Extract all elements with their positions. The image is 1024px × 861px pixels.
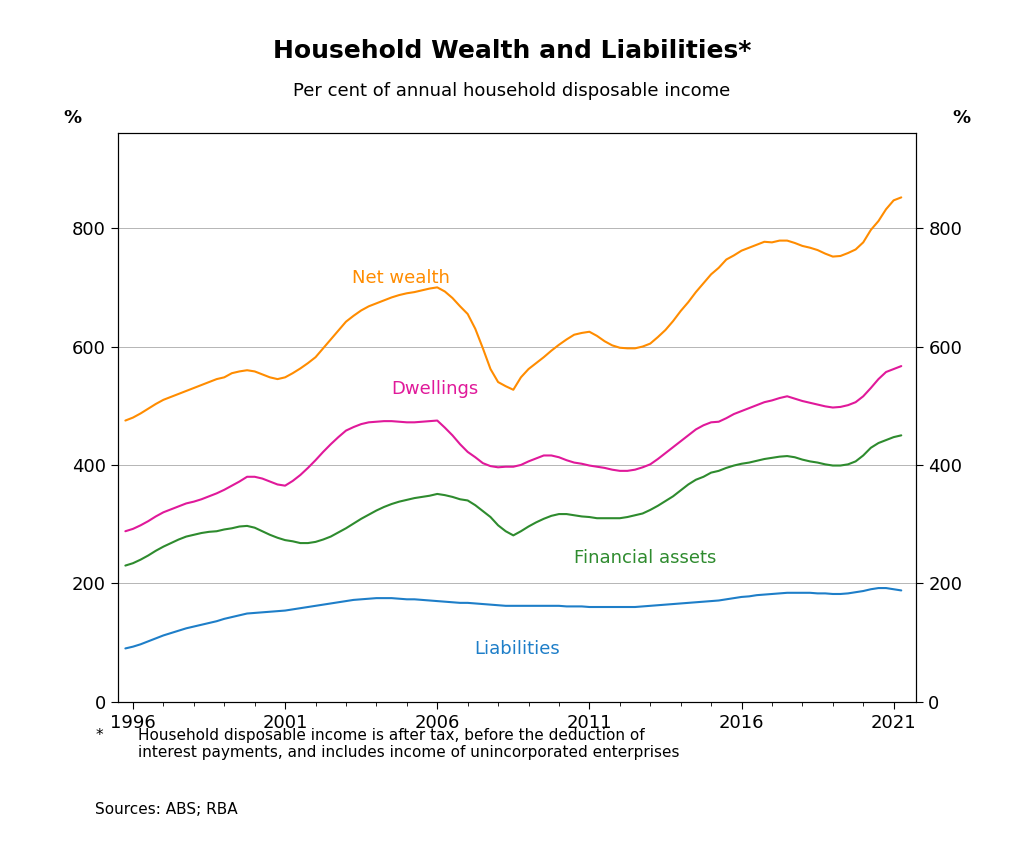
Text: Sources: ABS; RBA: Sources: ABS; RBA (95, 802, 238, 817)
Text: Financial assets: Financial assets (574, 549, 717, 567)
Text: %: % (63, 108, 82, 127)
Text: Per cent of annual household disposable income: Per cent of annual household disposable … (293, 82, 731, 100)
Text: *: * (95, 728, 102, 742)
Text: Net wealth: Net wealth (352, 269, 450, 288)
Text: Household Wealth and Liabilities*: Household Wealth and Liabilities* (272, 39, 752, 63)
Text: Dwellings: Dwellings (391, 380, 479, 398)
Text: %: % (952, 108, 971, 127)
Text: Household disposable income is after tax, before the deduction of
interest payme: Household disposable income is after tax… (138, 728, 680, 760)
Text: Liabilities: Liabilities (474, 640, 559, 658)
